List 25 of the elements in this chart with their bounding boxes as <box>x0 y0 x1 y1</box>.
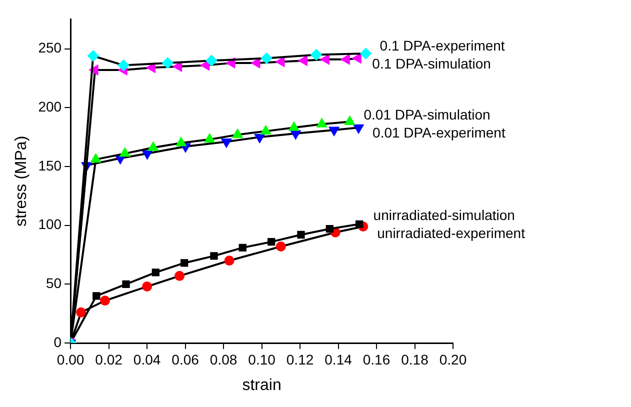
series-label: 0.01 DPA-experiment <box>372 124 506 141</box>
x-tick-label: 0.18 <box>401 351 429 368</box>
x-tick-label: 0.16 <box>362 351 390 368</box>
x-tick-label: 0.04 <box>133 351 161 368</box>
series-label: 0.1 DPA-experiment <box>380 38 505 54</box>
x-tick-label: 0.20 <box>439 351 467 368</box>
x-tick-label: 0.08 <box>210 351 238 368</box>
series-label: unirradiated-simulation <box>373 207 515 224</box>
x-tick-label: 0.12 <box>286 351 314 368</box>
y-tick-label: 200 <box>38 98 62 115</box>
series-label: 0.01 DPA-simulation <box>364 106 490 123</box>
y-tick-label: 250 <box>38 40 62 56</box>
series-label: 0.1 DPA-simulation <box>372 56 491 72</box>
y-tick-label: 100 <box>38 216 62 232</box>
x-tick-label: 0.10 <box>248 351 276 368</box>
y-tick-label: 50 <box>46 275 62 292</box>
x-axis-title: strain <box>242 376 282 394</box>
series-label: unirradiated-experiment <box>377 225 526 242</box>
y-tick-label: 150 <box>38 157 62 174</box>
x-tick-label: 0.02 <box>95 351 123 368</box>
y-tick-label: 0 <box>54 334 62 350</box>
x-tick-label: 0.06 <box>172 351 200 368</box>
x-tick-label: 0.14 <box>324 351 352 368</box>
x-tick-label: 0.00 <box>56 351 84 368</box>
y-axis-title: stress (MPa) <box>13 136 30 227</box>
